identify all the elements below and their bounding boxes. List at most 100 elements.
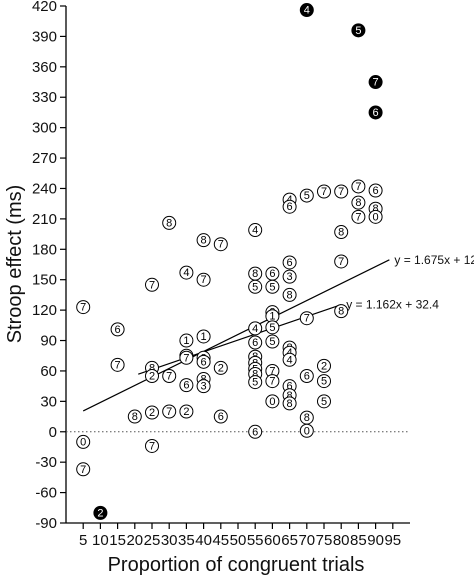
data-point-label: 7	[80, 302, 86, 314]
data-point-marker	[282, 255, 297, 270]
x-tick-label: 10	[92, 532, 109, 549]
data-point-label: 7	[338, 256, 344, 268]
data-point-label: 4	[287, 354, 293, 366]
x-tick-label: 70	[298, 532, 315, 549]
data-point-label: 1	[183, 335, 189, 347]
data-point-marker	[282, 269, 297, 284]
data-point-marker	[162, 404, 177, 419]
x-tick-label: 20	[126, 532, 143, 549]
data-point-marker	[162, 369, 177, 384]
x-tick-label: 50	[230, 532, 247, 549]
data-point-marker	[213, 237, 228, 252]
data-point-label: 7	[355, 181, 361, 193]
data-point-label: 8	[355, 197, 361, 209]
data-point-marker	[282, 199, 297, 214]
data-point-marker	[248, 424, 263, 439]
data-point-marker	[76, 300, 91, 315]
data-point-marker	[265, 374, 280, 389]
x-tick-label: 40	[195, 532, 212, 549]
x-tick-label: 60	[264, 532, 281, 549]
x-tick-label: 80	[333, 532, 350, 549]
data-point-marker	[213, 360, 228, 375]
data-point-marker	[179, 378, 194, 393]
data-point-label: 4	[304, 5, 310, 17]
y-tick-label: 90	[40, 333, 57, 350]
data-point-label: 7	[355, 211, 361, 223]
regression-equation-label: y = 1.162x + 32.4	[346, 298, 439, 312]
data-point-label: 3	[287, 271, 293, 283]
data-point-label: 5	[269, 336, 275, 348]
x-tick-label: 45	[212, 532, 229, 549]
data-point-label: 8	[338, 306, 344, 318]
data-point-marker	[145, 277, 159, 292]
data-point-marker	[299, 369, 314, 384]
data-point-label: 5	[321, 396, 327, 408]
data-point-label: 0	[269, 396, 275, 408]
data-point-label: 8	[166, 217, 172, 229]
y-tick-label: 210	[32, 211, 57, 228]
data-point-marker	[317, 374, 331, 389]
data-point-label: 8	[252, 368, 258, 380]
data-point-label: 7	[80, 464, 86, 476]
data-point-marker	[351, 209, 366, 224]
data-point-label: 8	[373, 203, 379, 215]
y-tick-label: 330	[32, 89, 57, 106]
data-point-marker	[368, 209, 383, 224]
data-points: 7072678782277784127628712683726485468858…	[76, 3, 383, 520]
y-tick-label: 150	[32, 272, 57, 289]
data-point-label: 6	[304, 371, 310, 383]
x-tick-label: 95	[384, 532, 401, 549]
data-point-marker	[76, 462, 91, 477]
data-point-label: 6	[287, 381, 293, 393]
y-tick-label: 60	[40, 363, 57, 380]
data-point-marker	[299, 423, 314, 438]
data-point-marker	[334, 225, 349, 240]
x-tick-label: 85	[350, 532, 367, 549]
data-point-label: 7	[218, 239, 224, 251]
x-axis-title: Proportion of congruent trials	[108, 554, 365, 576]
data-point-label: 5	[269, 281, 275, 293]
data-point-label: 7	[304, 313, 310, 325]
data-point-label: 6	[183, 380, 189, 392]
data-point-marker	[248, 321, 263, 336]
data-point-label: 7	[166, 406, 172, 418]
outlier-marker	[299, 3, 314, 18]
data-point-label: 3	[201, 381, 207, 393]
data-point-marker	[282, 396, 297, 411]
y-tick-label: 180	[32, 241, 57, 258]
data-point-label: 5	[252, 377, 258, 389]
data-point-marker	[265, 394, 280, 409]
outlier-marker	[368, 75, 383, 90]
data-point-marker	[317, 358, 331, 373]
x-tick-label: 90	[367, 532, 384, 549]
x-tick-label: 35	[178, 532, 195, 549]
y-tick-label: 30	[40, 393, 57, 410]
y-tick-label: 240	[32, 180, 57, 197]
data-point-label: 0	[304, 425, 310, 437]
y-tick-label: 270	[32, 150, 57, 167]
x-tick-label: 65	[281, 532, 298, 549]
data-point-label: 6	[252, 337, 258, 349]
data-point-marker	[282, 352, 297, 367]
data-point-marker	[145, 405, 159, 420]
data-point-label: 8	[252, 268, 258, 280]
data-point-label: 1	[269, 311, 275, 323]
data-point-label: 7	[321, 186, 327, 198]
data-point-label: 6	[373, 185, 379, 197]
data-point-marker	[265, 334, 280, 349]
x-tick-label: 30	[161, 532, 178, 549]
data-point-label: 6	[115, 324, 121, 336]
data-point-marker	[110, 322, 125, 337]
x-tick-label: 25	[144, 532, 161, 549]
data-point-label: 5	[252, 281, 258, 293]
data-point-label: 7	[201, 274, 207, 286]
y-tick-label: 420	[32, 0, 57, 15]
data-point-label: 6	[201, 356, 207, 368]
data-point-marker	[317, 394, 331, 409]
data-point-marker	[334, 184, 349, 199]
data-point-label: 6	[287, 201, 293, 213]
data-point-label: 8	[149, 362, 155, 374]
data-point-marker	[299, 311, 314, 326]
data-point-label: 8	[287, 390, 293, 402]
data-point-label: 8	[287, 398, 293, 410]
